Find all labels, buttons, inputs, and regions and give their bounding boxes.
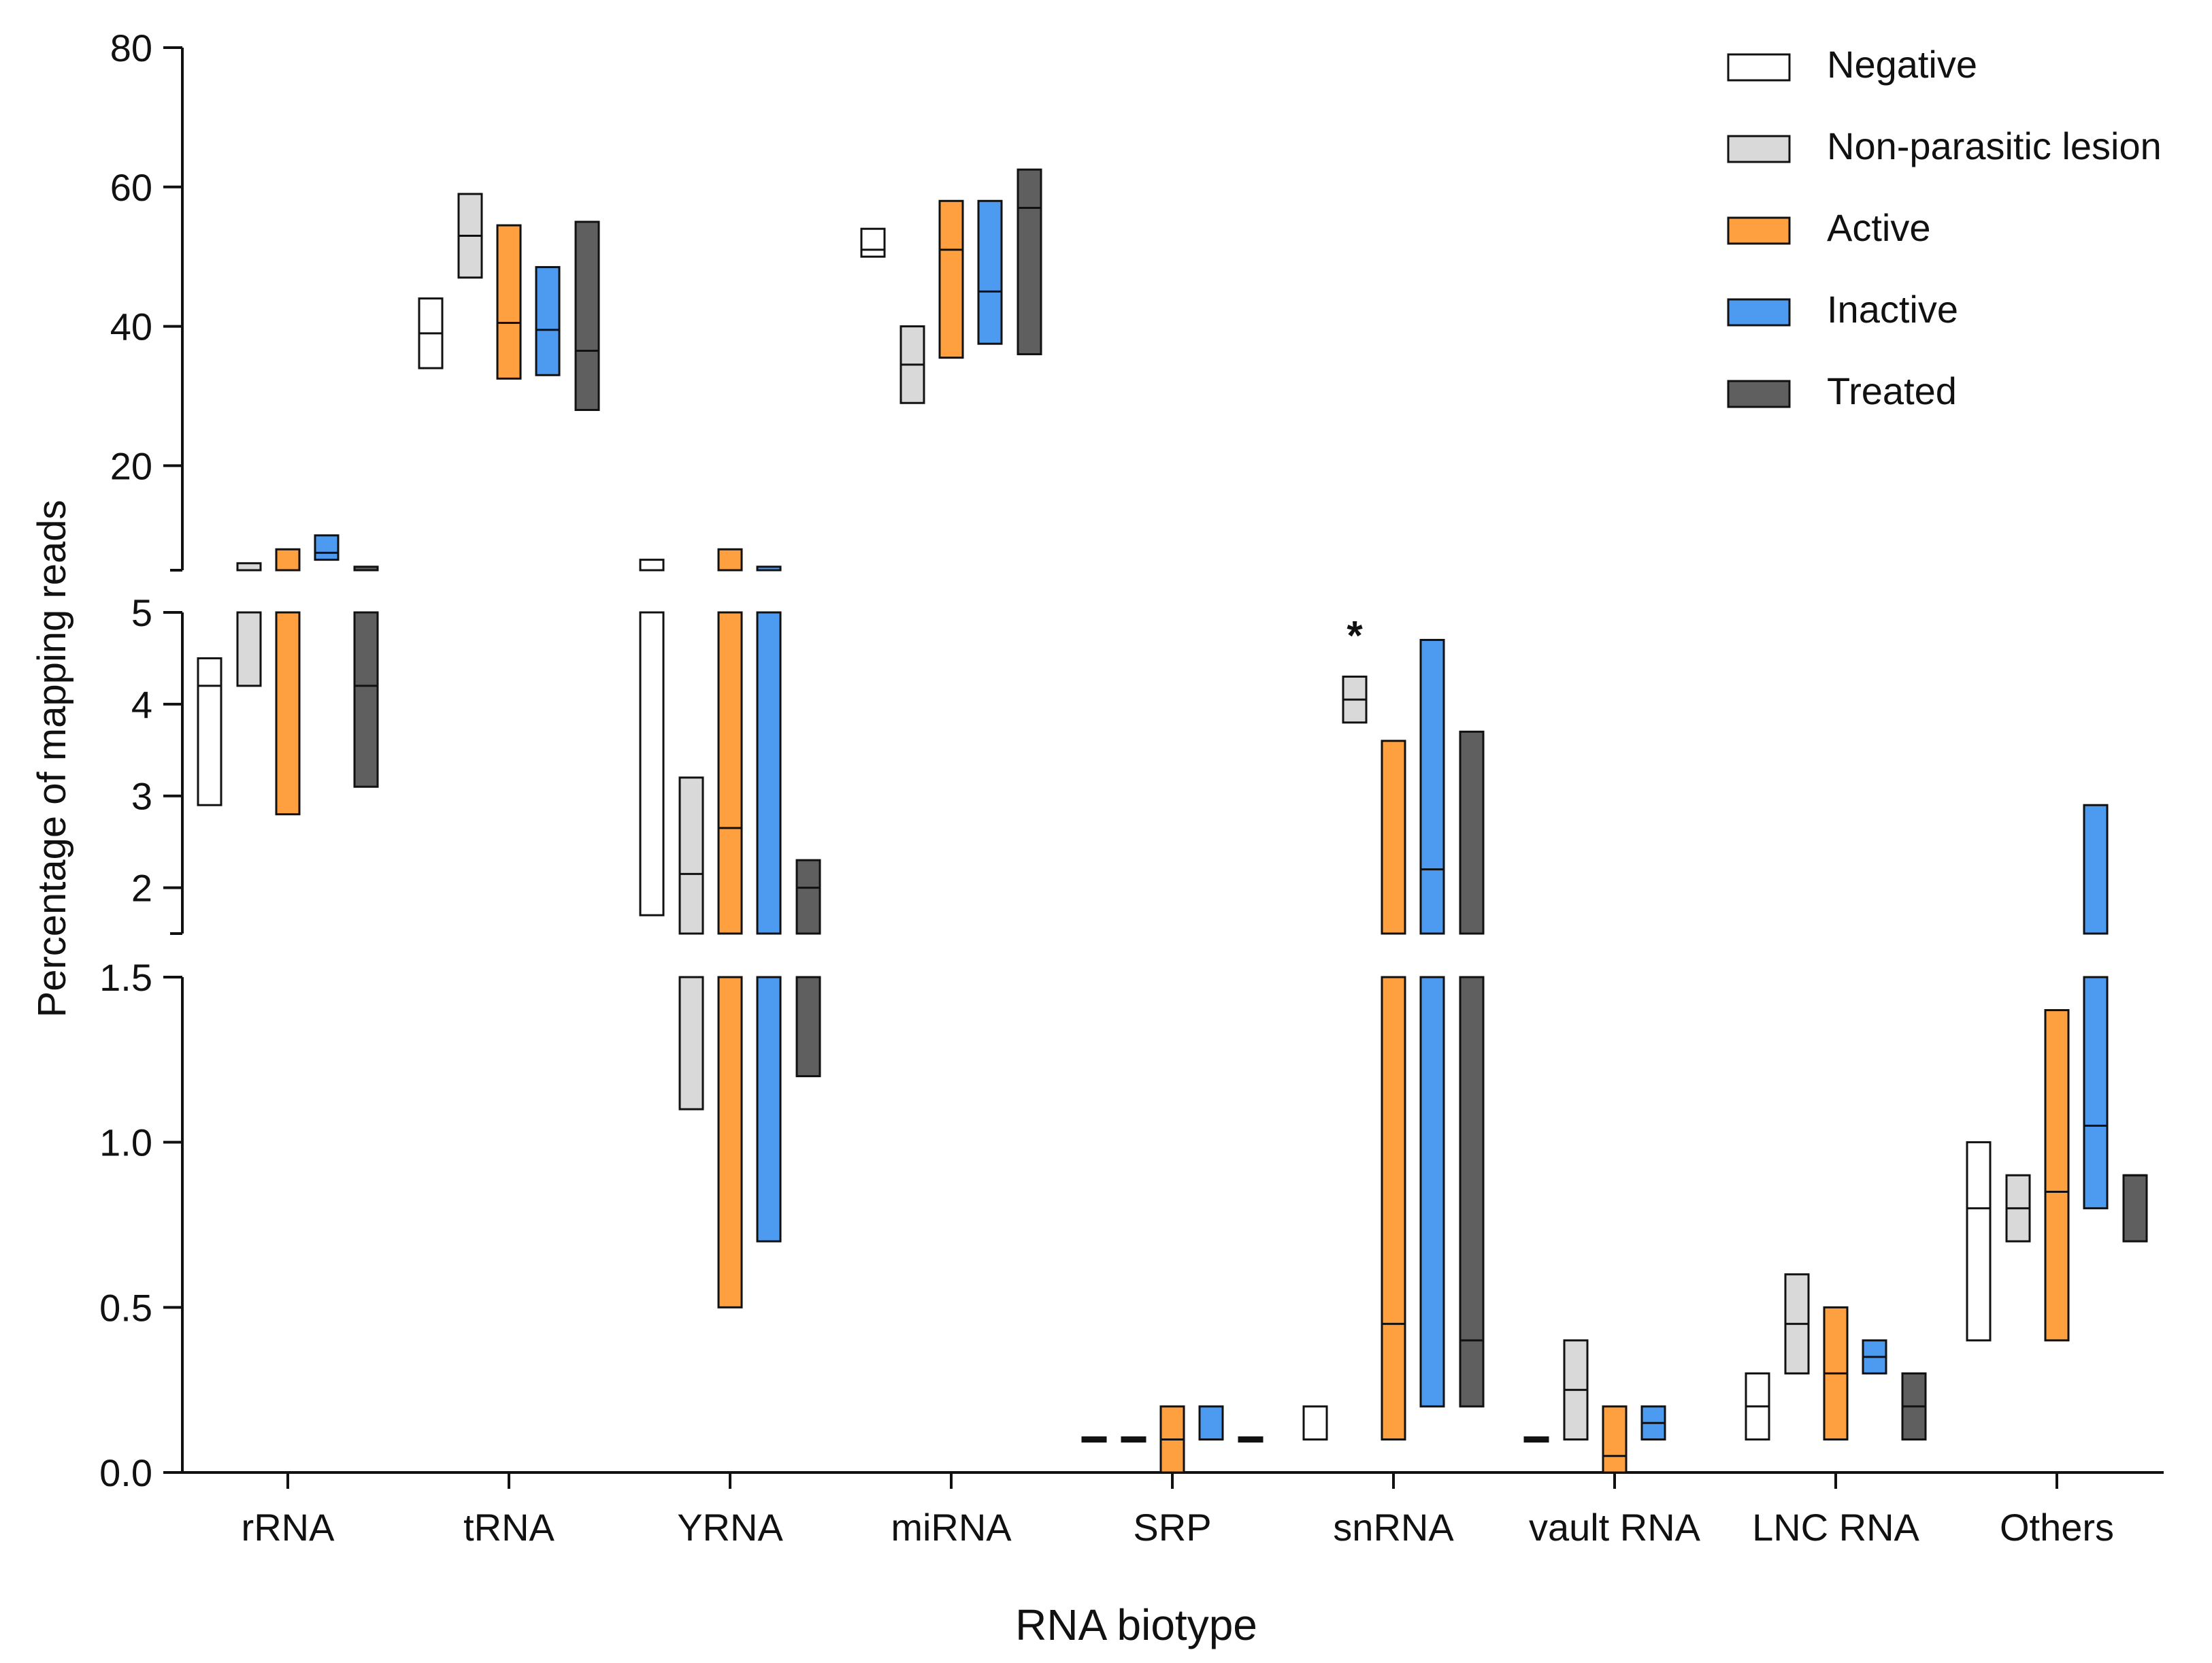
bar-active <box>717 548 743 572</box>
bar-negative <box>639 611 665 917</box>
bar-inactive <box>2083 804 2109 935</box>
bar-inactive <box>1419 976 1445 1408</box>
x-tick-label: snRNA <box>1333 1506 1454 1549</box>
legend: Negative Non-parasitic lesion Active Inacti… <box>1727 43 2162 412</box>
x-tick-label: miRNA <box>891 1506 1012 1549</box>
bar-treated <box>353 565 379 572</box>
bar-treated <box>1459 976 1485 1408</box>
bar-active <box>1602 1405 1628 1474</box>
legend-swatch <box>1727 216 1791 245</box>
y-tick-label: 40 <box>110 306 152 348</box>
bar-negative <box>639 559 665 572</box>
bar-active <box>938 199 964 359</box>
bars: * <box>197 168 2148 1474</box>
legend-swatch <box>1727 380 1791 408</box>
bar-negative <box>1966 1141 1992 1342</box>
y-tick-label: 5 <box>131 591 152 634</box>
bar-active <box>717 976 743 1308</box>
x-tick-label: vault RNA <box>1529 1506 1701 1549</box>
bar-treated <box>1017 168 1042 356</box>
bar-non-parasitic-lesion <box>678 976 704 1110</box>
legend-label: Treated <box>1827 369 1957 412</box>
axes: 0.0 0.5 1.0 1.5 2 3 4 5 20 40 60 80 rRNA tRNA YRNA miRN… <box>99 27 2164 1549</box>
y-tick-label: 80 <box>110 27 152 69</box>
bar-active <box>275 548 301 572</box>
bar-inactive <box>756 611 782 935</box>
bar-negative <box>197 657 222 806</box>
legend-label: Inactive <box>1827 288 1958 331</box>
y-tick-label: 4 <box>131 683 152 726</box>
bar-active <box>717 611 743 935</box>
bar-treated <box>2122 1174 2148 1242</box>
y-tick-label: 0.5 <box>99 1286 152 1329</box>
bar-inactive <box>1198 1405 1224 1440</box>
bar-active <box>1381 740 1406 935</box>
bar-treated <box>574 220 600 411</box>
bar-non-parasitic-lesion <box>236 611 262 687</box>
bar-negative <box>1302 1405 1328 1440</box>
y-tick-label: 2 <box>131 867 152 910</box>
bar-treated <box>795 859 821 935</box>
bar-active <box>1381 976 1406 1440</box>
y-tick-label: 1.0 <box>99 1121 152 1164</box>
labels: Percentage of mapping reads RNA biotype <box>30 500 1257 1649</box>
x-tick-label: rRNA <box>242 1506 335 1549</box>
bar-treated <box>795 976 821 1078</box>
bar-negative <box>860 227 886 258</box>
x-tick-label: YRNA <box>677 1506 783 1549</box>
legend-swatch <box>1727 298 1791 327</box>
significance-marker: * <box>1347 612 1363 658</box>
legend-swatch <box>1727 53 1791 82</box>
y-tick-label: 3 <box>131 775 152 818</box>
legend-label: Active <box>1827 206 1931 249</box>
bar-treated <box>1459 730 1485 935</box>
bar-inactive <box>756 976 782 1242</box>
y-axis-label: Percentage of mapping reads <box>30 500 74 1018</box>
y-tick-label: 0.0 <box>99 1451 152 1494</box>
x-tick-label: Others <box>2000 1506 2114 1549</box>
x-tick-label: SRP <box>1133 1506 1211 1549</box>
legend-label: Non-parasitic lesion <box>1827 125 2162 167</box>
bar-inactive <box>314 534 340 561</box>
x-tick-label: LNC RNA <box>1752 1506 1919 1549</box>
bar-inactive <box>1419 638 1445 935</box>
y-tick-label: 1.5 <box>99 956 152 999</box>
y-tick-label: 20 <box>110 444 152 487</box>
bar-active <box>2044 1009 2070 1342</box>
bar-inactive <box>2083 976 2109 1210</box>
bar-inactive <box>756 565 782 572</box>
bar-non-parasitic-lesion <box>678 776 704 935</box>
legend-label: Negative <box>1827 43 1977 86</box>
bar-active <box>275 611 301 816</box>
x-tick-label: tRNA <box>463 1506 555 1549</box>
bar-active <box>496 224 522 380</box>
legend-swatch <box>1727 135 1791 163</box>
bar-inactive <box>977 199 1003 345</box>
x-axis-label: RNA biotype <box>1015 1600 1257 1649</box>
y-tick-label: 60 <box>110 166 152 209</box>
bar-inactive <box>535 266 561 376</box>
bar-treated <box>353 611 379 788</box>
bar-non-parasitic-lesion <box>236 562 262 572</box>
